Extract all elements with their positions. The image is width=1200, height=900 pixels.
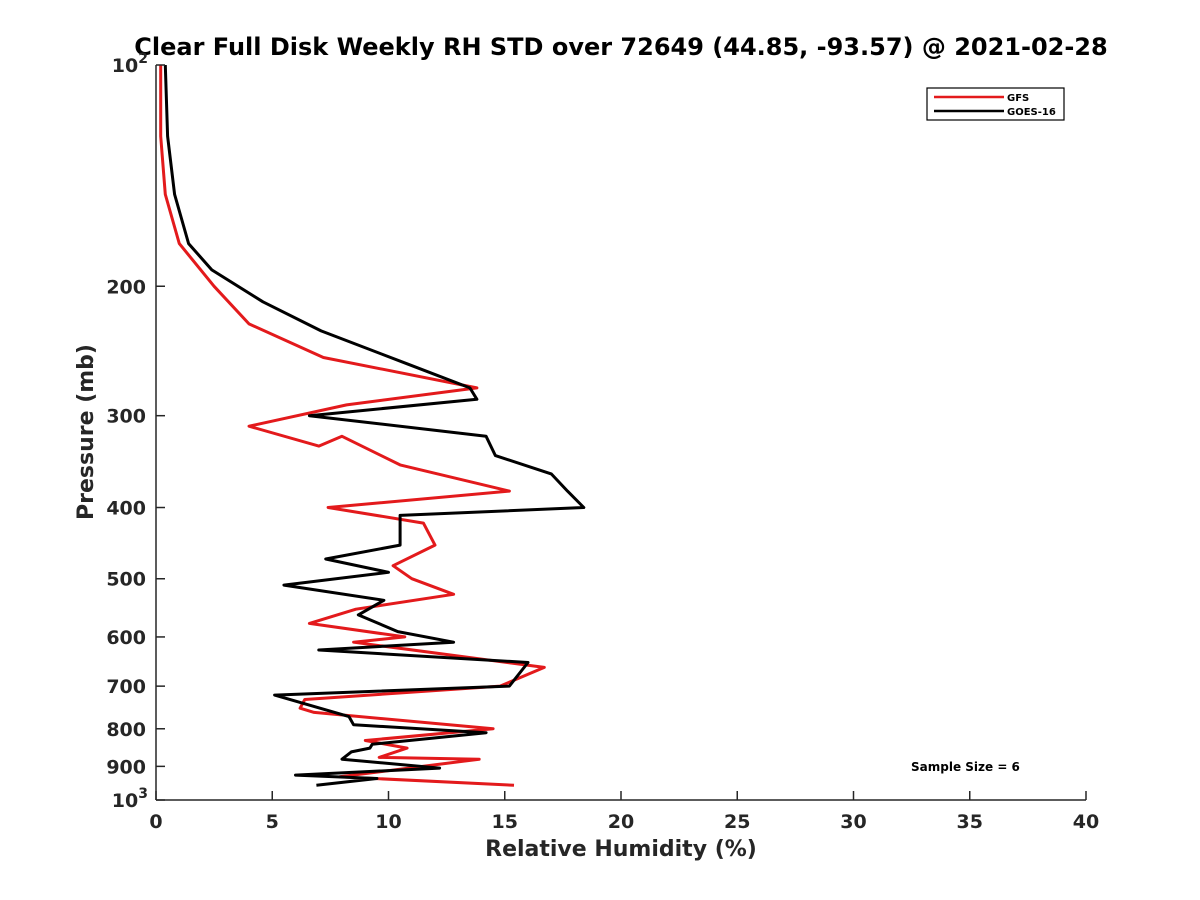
x-tick-label: 30 [840,811,866,833]
x-tick-label: 20 [608,811,634,833]
y-tick-label: 400 [106,498,146,520]
x-tick-label: 40 [1073,811,1099,833]
y-tick-label: 102 [112,51,148,77]
y-axis-ticks: 102 200 300 400 500 600 700 800 900 103 [106,51,165,812]
y-axis-label: Pressure (mb) [74,344,99,520]
x-tick-label: 0 [149,811,162,833]
plot-area: 0 5 10 15 20 25 30 35 40 102 200 300 400 500 600 700 80… [106,51,1099,833]
x-axis-label: Relative Humidity (%) [485,837,757,862]
legend-label-gfs: GFS [1007,93,1029,104]
x-tick-label: 10 [375,811,401,833]
series-layer [159,64,586,787]
y-tick-label: 200 [106,276,146,298]
x-tick-label: 35 [957,811,983,833]
chart-title: Clear Full Disk Weekly RH STD over 72649… [134,33,1107,61]
sample-size-annotation: Sample Size = 6 [911,760,1020,774]
y-tick-label: 600 [106,627,146,649]
legend-label-goes16: GOES-16 [1007,107,1056,118]
x-tick-label: 25 [724,811,750,833]
y-tick-label: 700 [106,676,146,698]
x-axis-ticks: 0 5 10 15 20 25 30 35 40 [149,791,1099,833]
y-tick-label: 900 [106,756,146,778]
y-tick-label: 300 [106,406,146,428]
y-tick-label: 103 [112,786,148,812]
x-tick-label: 15 [492,811,518,833]
series-line-goes16 [163,64,586,787]
y-tick-label: 500 [106,569,146,591]
legend-box [926,87,1065,121]
legend: GFS GOES-16 [926,87,1065,121]
y-tick-label: 800 [106,719,146,741]
x-tick-label: 5 [266,811,279,833]
